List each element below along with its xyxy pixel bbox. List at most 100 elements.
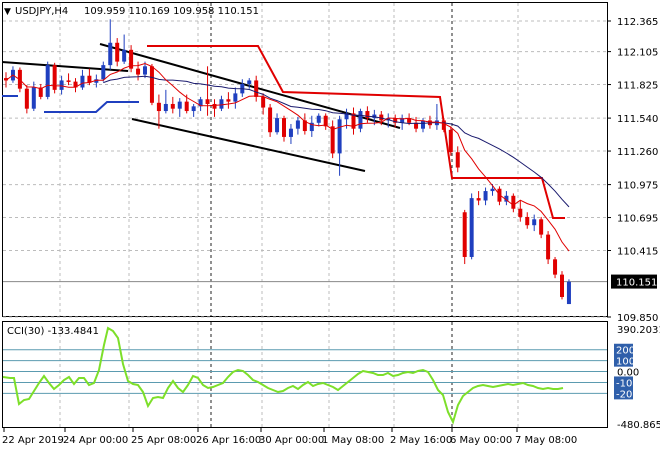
candle[interactable]: [149, 63, 154, 106]
candle[interactable]: [337, 115, 342, 176]
candle[interactable]: [45, 61, 50, 100]
candle[interactable]: [358, 108, 363, 133]
candle-body: [414, 122, 419, 129]
candle[interactable]: [122, 34, 127, 64]
candle[interactable]: [560, 271, 564, 300]
candle[interactable]: [94, 74, 99, 88]
candle[interactable]: [115, 38, 120, 67]
candle[interactable]: [170, 96, 175, 114]
candle[interactable]: [393, 114, 398, 128]
price-panel[interactable]: [1, 2, 608, 318]
candle[interactable]: [441, 118, 446, 133]
candle[interactable]: [546, 231, 551, 265]
candle[interactable]: [566, 279, 571, 305]
candle[interactable]: [448, 126, 453, 156]
current-price-label: 110.151: [616, 278, 657, 289]
candle-body: [87, 75, 92, 83]
cci-panel[interactable]: CCI(30) -133.4841: [2, 321, 608, 428]
candle[interactable]: [539, 216, 544, 239]
candle[interactable]: [309, 115, 314, 137]
candle[interactable]: [365, 106, 370, 123]
candle[interactable]: [504, 191, 509, 206]
candle[interactable]: [219, 95, 224, 112]
candle[interactable]: [66, 73, 71, 86]
candle-body: [566, 281, 571, 305]
candle[interactable]: [525, 212, 530, 229]
cci-level-label: -200: [616, 389, 639, 400]
candle-body: [483, 191, 488, 201]
candle[interactable]: [462, 209, 467, 265]
candle-body: [365, 111, 370, 119]
trend-channel: [1, 43, 401, 172]
candle-body: [323, 115, 328, 127]
candle[interactable]: [455, 146, 460, 173]
candle[interactable]: [288, 123, 293, 144]
candle[interactable]: [247, 78, 252, 89]
candle[interactable]: [330, 120, 335, 159]
candle-body: [268, 107, 273, 133]
candle[interactable]: [129, 45, 134, 73]
candle-body: [149, 66, 154, 103]
candle[interactable]: [295, 116, 300, 135]
candle[interactable]: [212, 99, 217, 117]
symbol-timeframe: USDJPY,H4: [15, 6, 68, 17]
candle[interactable]: [24, 85, 29, 114]
candle-body: [38, 87, 43, 97]
time-tick-label: 7 May 08:00: [515, 435, 577, 446]
candle[interactable]: [532, 214, 537, 232]
trendline-channel-top: [99, 43, 401, 129]
candle[interactable]: [163, 89, 168, 114]
candle[interactable]: [476, 191, 481, 206]
candle[interactable]: [73, 78, 78, 93]
candle[interactable]: [156, 94, 161, 129]
candle-body: [73, 81, 78, 88]
candle[interactable]: [205, 66, 210, 116]
candle[interactable]: [108, 19, 113, 70]
candle[interactable]: [518, 200, 523, 222]
candle[interactable]: [177, 98, 182, 117]
candle[interactable]: [143, 61, 147, 79]
current-price-badge: [611, 274, 657, 289]
time-tick-label: 25 Apr 08:00: [131, 435, 196, 446]
candle[interactable]: [254, 75, 259, 102]
candle-body: [421, 120, 425, 129]
candle[interactable]: [38, 83, 43, 100]
candle[interactable]: [511, 193, 516, 213]
candle[interactable]: [233, 87, 238, 109]
candle[interactable]: [469, 193, 474, 260]
candle[interactable]: [323, 113, 328, 130]
candle-body: [129, 49, 134, 69]
candle-body: [254, 80, 259, 97]
cci-level-badge: [614, 354, 633, 367]
candle[interactable]: [80, 69, 85, 90]
candle[interactable]: [59, 75, 64, 95]
candle[interactable]: [282, 115, 286, 142]
candle[interactable]: [275, 113, 280, 135]
time-axis[interactable]: 22 Apr 2019 24 Apr 00:00 25 Apr 08:00 26 Ap…: [2, 428, 577, 446]
candle[interactable]: [414, 116, 419, 133]
candle[interactable]: [226, 92, 231, 109]
candle-body: [282, 118, 286, 137]
candle[interactable]: [268, 103, 273, 137]
candle[interactable]: [483, 187, 488, 206]
candle[interactable]: [198, 96, 203, 112]
cci-level-label: -100: [616, 378, 639, 389]
candle[interactable]: [316, 113, 321, 127]
candle[interactable]: [101, 61, 106, 82]
candle-body: [448, 129, 453, 153]
trendline-upper: [1, 61, 129, 72]
candle[interactable]: [191, 103, 196, 117]
cci-level-badge: [614, 343, 633, 356]
price-axis[interactable]: 112.365 112.105 111.825 111.540 111.260 110.9…: [607, 17, 658, 324]
collapse-arrow-icon[interactable]: ▼: [4, 7, 11, 17]
candle[interactable]: [553, 256, 558, 279]
candle[interactable]: [302, 113, 307, 135]
price-tick-label: 111.825: [617, 81, 658, 92]
candle-body: [143, 66, 147, 75]
candle[interactable]: [351, 107, 356, 135]
price-grid: [3, 3, 607, 318]
candle[interactable]: [52, 62, 57, 94]
price-tick-label: 111.260: [617, 147, 658, 158]
